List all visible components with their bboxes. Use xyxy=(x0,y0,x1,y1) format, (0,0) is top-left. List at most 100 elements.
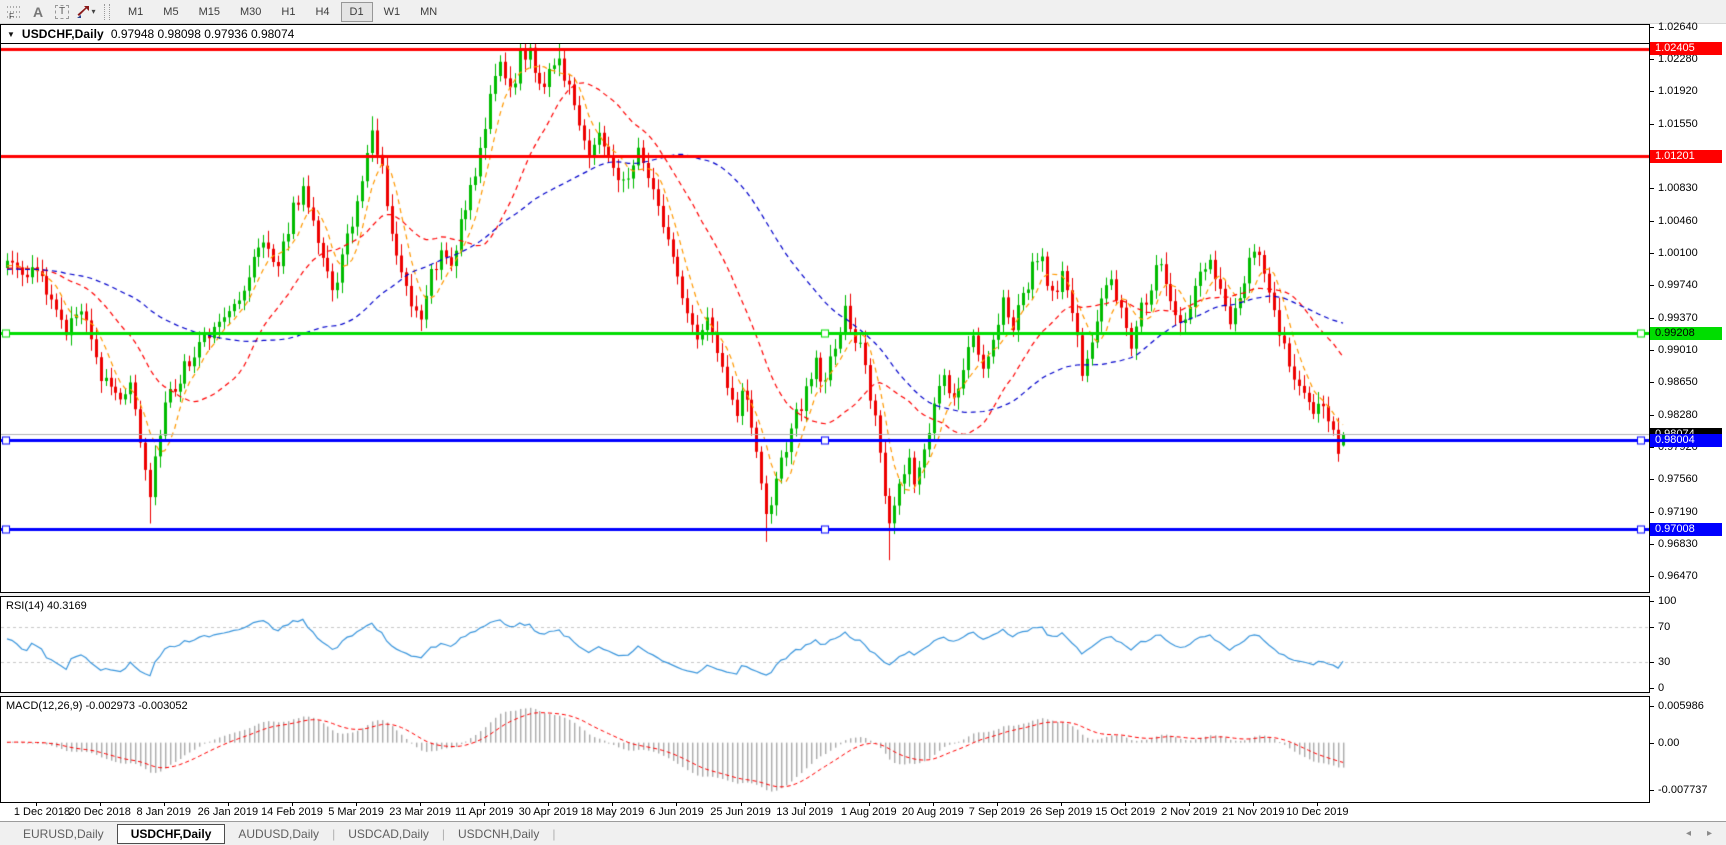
rsi-indicator-panel: RSI(14) 40.3169 xyxy=(0,596,1650,693)
chart-ohlc-values: 0.97948 0.98098 0.97936 0.98074 xyxy=(110,27,295,41)
date-label: 25 Jun 2019 xyxy=(710,806,771,818)
chart-column: ▼ USDCHF,Daily 0.97948 0.98098 0.97936 0… xyxy=(0,24,1650,821)
timeframe-button-h1[interactable]: H1 xyxy=(272,2,304,22)
price-tick-label: 1.00830 xyxy=(1650,182,1726,195)
tab-scroll-controls: ◂ ▸ xyxy=(1686,828,1726,839)
timeframe-button-mn[interactable]: MN xyxy=(411,2,446,22)
date-label: 10 Dec 2019 xyxy=(1286,806,1349,818)
date-tick xyxy=(292,803,293,806)
tab-separator: | xyxy=(332,826,336,841)
date-tick xyxy=(1061,803,1062,806)
chart-tab-usdchf[interactable]: USDCHF,Daily xyxy=(116,823,226,844)
price-tick-label: 1.00100 xyxy=(1650,247,1726,260)
price-tick-label: 0.98280 xyxy=(1650,409,1726,422)
timeframe-button-m30[interactable]: M30 xyxy=(231,2,270,22)
tab-separator: | xyxy=(441,826,445,841)
arrows-icon[interactable]: ▾ xyxy=(74,2,98,22)
chart-tab-bar: EURUSD,Daily USDCHF,Daily AUDUSD,Daily | USD… xyxy=(0,821,1726,845)
price-tick-label: 1.01920 xyxy=(1650,85,1726,98)
resistance-mid-price-badge: 1.01201 xyxy=(1650,149,1722,163)
macd-tick-label: 0.00 xyxy=(1650,737,1726,750)
date-label: 21 Nov 2019 xyxy=(1222,806,1285,818)
rsi-chart-canvas[interactable] xyxy=(1,597,1649,692)
price-chart-canvas[interactable] xyxy=(1,44,1649,592)
date-label: 14 Feb 2019 xyxy=(261,806,323,818)
chart-tab-usdcad[interactable]: USDCAD,Daily xyxy=(348,826,429,841)
date-tick xyxy=(356,803,357,806)
date-tick xyxy=(1189,803,1190,806)
panel-splitter[interactable] xyxy=(0,693,1650,696)
date-label: 11 Apr 2019 xyxy=(454,806,514,818)
date-label: 23 Mar 2019 xyxy=(389,806,451,818)
price-axis[interactable]: 1.02640 1.02280 1.01920 1.01550 1.00830 1.004… xyxy=(1650,21,1726,821)
text-label-icon[interactable]: T xyxy=(50,2,74,22)
macd-indicator-panel: MACD(12,26,9) -0.002973 -0.003052 xyxy=(0,696,1650,803)
fibonacci-retracement-icon[interactable]: F xyxy=(2,2,26,22)
date-label: 5 Mar 2019 xyxy=(328,806,384,818)
date-tick xyxy=(164,803,165,806)
rsi-tick-label: 100 xyxy=(1650,595,1726,608)
macd-tick-label: 0.005986 xyxy=(1650,700,1726,713)
price-tick-label: 1.02640 xyxy=(1650,21,1726,34)
text-icon[interactable]: A xyxy=(32,3,44,20)
macd-chart-canvas[interactable] xyxy=(1,697,1649,802)
collapse-chart-icon[interactable]: ▼ xyxy=(7,29,15,39)
price-tick-label: 0.99740 xyxy=(1650,279,1726,292)
timeframe-button-w1[interactable]: W1 xyxy=(375,2,410,22)
date-tick xyxy=(548,803,549,806)
chart-tab-usdcnh[interactable]: USDCNH,Daily xyxy=(458,826,540,841)
date-tick xyxy=(612,803,613,806)
line-studies-toolbar: F A T ▾ xyxy=(2,2,98,22)
rsi-tick-label: 0 xyxy=(1650,682,1726,695)
date-label: 26 Jan 2019 xyxy=(197,806,259,818)
date-label: 20 Aug 2019 xyxy=(901,806,964,818)
chart-workspace: ▼ USDCHF,Daily 0.97948 0.98098 0.97936 0… xyxy=(0,21,1726,821)
price-tick-label: 0.97560 xyxy=(1650,473,1726,486)
panel-splitter[interactable] xyxy=(0,593,1650,596)
price-tick-label: 0.98650 xyxy=(1650,376,1726,389)
svg-text:F: F xyxy=(9,12,14,20)
date-label: 7 Sep 2019 xyxy=(968,806,1026,818)
date-tick xyxy=(36,803,37,806)
date-label: 13 Jul 2019 xyxy=(776,806,834,818)
date-tick xyxy=(997,803,998,806)
timeframe-button-h4[interactable]: H4 xyxy=(306,2,338,22)
tab-scroll-left-icon[interactable]: ◂ xyxy=(1685,828,1691,839)
date-tick xyxy=(1125,803,1126,806)
price-tick-label: 0.99010 xyxy=(1650,344,1726,357)
date-tick xyxy=(484,803,485,806)
timeframe-button-m1[interactable]: M1 xyxy=(119,2,152,22)
date-axis[interactable]: 1 Dec 2018 20 Dec 2018 8 Jan 2019 26 Jan 20… xyxy=(0,803,1650,821)
price-tick-label: 1.02280 xyxy=(1650,53,1726,66)
chart-symbol-label: USDCHF,Daily xyxy=(21,27,104,41)
tab-scroll-right-icon[interactable]: ▸ xyxy=(1706,828,1712,839)
date-tick xyxy=(933,803,934,806)
chart-tab-audusd[interactable]: AUDUSD,Daily xyxy=(238,826,320,841)
timeframe-button-m5[interactable]: M5 xyxy=(154,2,187,22)
support-upper-price-badge: 0.98004 xyxy=(1650,433,1722,447)
date-label: 1 Dec 2018 xyxy=(13,806,71,818)
date-label: 6 Jun 2019 xyxy=(649,806,704,818)
resistance-upper-price-badge: 1.02405 xyxy=(1650,42,1722,56)
date-label: 1 Aug 2019 xyxy=(840,806,897,818)
toolbar-grip[interactable] xyxy=(104,3,110,20)
timeframes-toolbar: M1 M5 M15 M30 H1 H4 D1 W1 MN xyxy=(118,1,447,22)
timeframe-button-d1[interactable]: D1 xyxy=(340,1,373,22)
chart-tab-eurusd[interactable]: EURUSD,Daily xyxy=(23,826,104,841)
macd-tick-label: -0.007737 xyxy=(1650,784,1726,797)
price-tick-label: 0.99370 xyxy=(1650,312,1726,325)
date-tick xyxy=(676,803,677,806)
chart-title-bar: ▼ USDCHF,Daily 0.97948 0.98098 0.97936 0… xyxy=(1,25,1649,44)
date-tick xyxy=(420,803,421,806)
chart-tabs: EURUSD,Daily USDCHF,Daily AUDUSD,Daily | USD… xyxy=(10,823,555,844)
pivot-green-price-badge: 0.99208 xyxy=(1650,326,1722,340)
date-label: 18 May 2019 xyxy=(580,806,645,818)
date-tick xyxy=(100,803,101,806)
date-tick xyxy=(1253,803,1254,806)
date-label: 30 Apr 2019 xyxy=(518,806,578,818)
timeframe-button-m15[interactable]: M15 xyxy=(190,2,229,22)
date-tick xyxy=(1317,803,1318,806)
price-tick-label: 1.00460 xyxy=(1650,215,1726,228)
arrows-dropdown-caret[interactable]: ▾ xyxy=(91,7,96,16)
